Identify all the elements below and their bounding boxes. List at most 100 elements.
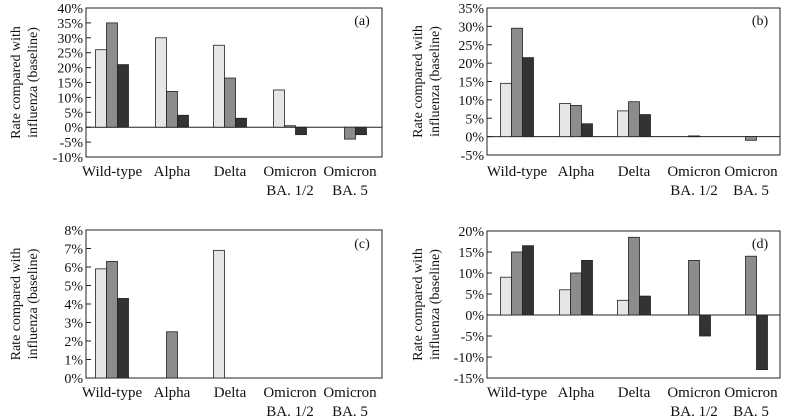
- bar-series-3-cat1: [581, 259, 593, 316]
- bar-series-3-cat1: [581, 123, 593, 138]
- bar-series-2-cat0: [511, 27, 523, 138]
- bar-series-1-cat2: [213, 249, 225, 379]
- bar-series-2-cat0: [106, 261, 118, 379]
- y-tick-label: 15%: [458, 246, 484, 261]
- category-label: Wild-type: [82, 164, 143, 180]
- category-label: BA. 1/2: [266, 183, 314, 199]
- bar-series-2-cat0: [511, 251, 523, 316]
- category-label: BA. 1/2: [670, 404, 718, 420]
- y-tick-label: 0%: [64, 121, 83, 136]
- category-label: Omicron: [724, 385, 778, 401]
- y-tick-label: 25%: [57, 47, 83, 62]
- y-tick-label: 5%: [64, 106, 83, 121]
- bar-series-1-cat3: [273, 89, 285, 128]
- y-tick-label: 2%: [64, 335, 83, 350]
- y-axis-label: influenza (baseline): [26, 248, 41, 359]
- bar-series-3-cat0: [117, 64, 129, 128]
- y-tick-label: 5%: [465, 112, 484, 127]
- y-tick-label: 20%: [458, 57, 484, 72]
- category-label: Omicron: [323, 385, 377, 401]
- y-tick-label: 20%: [458, 225, 484, 240]
- y-tick-label: 5%: [465, 288, 484, 303]
- y-tick-label: 30%: [57, 32, 83, 47]
- category-label: Wild-type: [487, 164, 548, 180]
- category-label: BA. 1/2: [266, 404, 314, 420]
- bar-series-2-cat4: [745, 136, 757, 141]
- y-tick-label: 35%: [57, 17, 83, 32]
- category-label: Wild-type: [82, 385, 143, 401]
- bar-series-1-cat0: [500, 82, 512, 138]
- y-tick-label: 6%: [64, 261, 83, 276]
- y-axis-label: Rate compared with: [411, 248, 426, 361]
- y-tick-label: 20%: [57, 62, 83, 77]
- category-label: Delta: [214, 164, 247, 180]
- bar-series-2-cat4: [344, 126, 356, 140]
- plot-frame: [486, 230, 781, 379]
- category-label: Omicron: [724, 164, 778, 180]
- bar-series-1-cat0: [500, 276, 512, 316]
- y-axis-label: Rate compared with: [411, 25, 426, 138]
- y-tick-label: 0%: [465, 309, 484, 324]
- category-label: BA. 5: [332, 404, 368, 420]
- y-tick-label: 7%: [64, 243, 83, 258]
- y-axis-label: influenza (baseline): [26, 27, 41, 138]
- bar-series-2-cat2: [628, 236, 640, 316]
- y-tick-label: 15%: [57, 77, 83, 92]
- category-label: BA. 5: [733, 404, 769, 420]
- bar-series-3-cat3: [295, 126, 307, 136]
- panel-b: -5% 0% 5% 10% 15% 20% 25% 30% 35% Wild-type Alpha D…: [411, 2, 781, 199]
- y-tick-label: -10%: [53, 151, 84, 166]
- panel-label: (c): [354, 237, 370, 252]
- panel-label: (a): [354, 14, 370, 29]
- bar-series-3-cat2: [639, 295, 651, 316]
- bar-series-2-cat4: [745, 255, 757, 316]
- y-tick-label: -15%: [454, 372, 485, 387]
- y-axis-label: influenza (baseline): [428, 26, 443, 137]
- y-axis-label: Rate compared with: [9, 248, 24, 361]
- category-label: Alpha: [558, 164, 595, 180]
- bar-series-3-cat4: [756, 314, 768, 370]
- bar-series-2-cat3: [284, 125, 296, 128]
- bar-series-2-cat1: [166, 91, 178, 128]
- category-label: BA. 5: [733, 183, 769, 199]
- y-tick-label: -5%: [60, 136, 84, 151]
- bar-series-1-cat1: [155, 37, 167, 128]
- category-label: Delta: [618, 164, 651, 180]
- bar-series-3-cat1: [177, 114, 189, 128]
- category-label: Omicron: [667, 385, 721, 401]
- y-tick-label: 0%: [465, 131, 484, 146]
- bar-series-2-cat0: [106, 22, 118, 128]
- y-tick-label: 1%: [64, 354, 83, 369]
- category-label: Omicron: [323, 164, 377, 180]
- y-tick-label: 10%: [57, 91, 83, 106]
- panel-label: (b): [752, 14, 769, 29]
- y-tick-label: 3%: [64, 317, 83, 332]
- category-label: Omicron: [667, 164, 721, 180]
- bar-series-1-cat1: [559, 103, 571, 138]
- y-tick-label: 15%: [458, 76, 484, 91]
- panel-label: (d): [752, 237, 769, 252]
- y-tick-label: 4%: [64, 298, 83, 313]
- category-label: BA. 5: [332, 183, 368, 199]
- category-label: Delta: [618, 385, 651, 401]
- bar-series-3-cat0: [522, 245, 534, 316]
- bar-series-1-cat0: [95, 268, 107, 379]
- category-label: Delta: [214, 385, 247, 401]
- bar-series-1-cat0: [95, 49, 107, 128]
- y-axis-label: Rate compared with: [9, 26, 24, 139]
- bar-series-1-cat2: [213, 44, 225, 128]
- y-tick-label: 35%: [458, 2, 484, 17]
- bar-series-2-cat2: [628, 101, 640, 138]
- y-axis-label: influenza (baseline): [428, 249, 443, 360]
- y-tick-label: 10%: [458, 94, 484, 109]
- y-tick-label: 0%: [64, 372, 83, 387]
- y-tick-label: 5%: [64, 280, 83, 295]
- category-label: BA. 1/2: [670, 183, 718, 199]
- y-tick-label: -5%: [461, 149, 485, 164]
- y-tick-label: 30%: [458, 20, 484, 35]
- bar-series-2-cat1: [570, 272, 582, 316]
- y-tick-label: 8%: [64, 224, 83, 239]
- category-label: Wild-type: [487, 385, 548, 401]
- plot-frame: [85, 229, 383, 379]
- bar-series-3-cat0: [522, 57, 534, 138]
